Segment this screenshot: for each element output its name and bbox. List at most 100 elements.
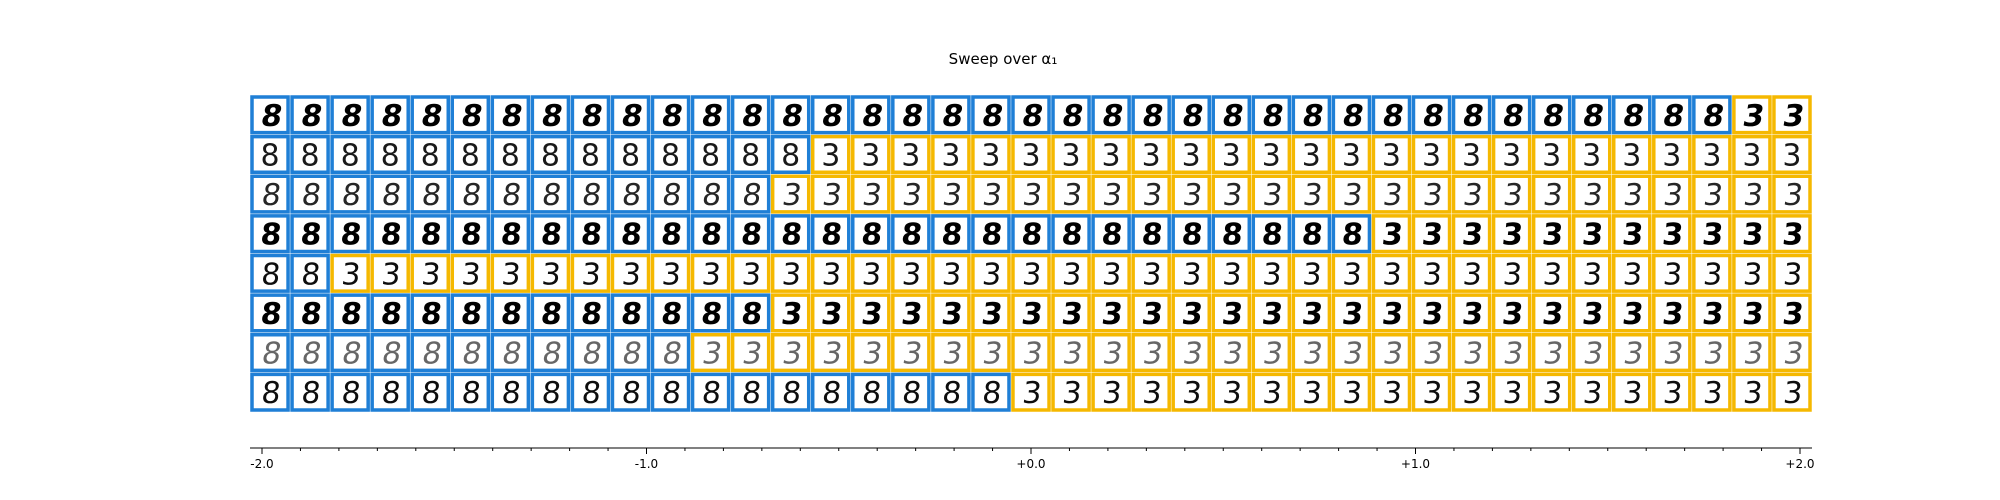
cell-class-a (1331, 214, 1372, 254)
cell-class-a (1211, 95, 1252, 135)
cell-digit: 8 (299, 218, 324, 253)
cell-class-b (1051, 253, 1091, 293)
cell-digit: 3 (1580, 297, 1605, 332)
cell-class-b (1051, 372, 1091, 412)
cell-digit: 3 (1220, 297, 1245, 332)
cell-grid: 8 8 8 8 8 8 8 8 8 8 8 8 8 8 8 8 8 8 8 8 8 8 8 8 8 8 8 8 8 8 8 8 8 8 8 8 8 3 38… (250, 95, 1812, 412)
cell-digit: 3 (1420, 297, 1445, 332)
cell-class-b (1611, 293, 1652, 333)
cell-digit: 3 (1701, 376, 1724, 411)
cell-class-a (410, 174, 451, 214)
cell-class-a (1291, 95, 1332, 135)
cell-class-a (250, 333, 290, 373)
cell-digit: 8 (819, 218, 844, 253)
cell-class-a (1171, 95, 1211, 135)
cell-digit: 8 (459, 218, 484, 253)
cell-class-b (851, 253, 891, 293)
cell-digit: 3 (1100, 178, 1124, 213)
cell-class-a (1091, 95, 1131, 135)
cell-class-b (1692, 293, 1732, 333)
cell-digit: 3 (700, 257, 722, 292)
cell-digit: 3 (1541, 178, 1565, 213)
cell-class-a (530, 174, 571, 214)
cell-class-b (1211, 253, 1252, 293)
cell-digit: 8 (381, 138, 400, 173)
cell-class-b (851, 134, 891, 174)
cell-class-a (851, 214, 891, 254)
cell-class-b (1091, 333, 1131, 373)
cell-class-a (370, 333, 410, 373)
cell-digit: 8 (779, 218, 804, 253)
cell-digit: 8 (620, 376, 643, 411)
cell-class-b (891, 333, 931, 373)
cell-digit: 8 (1100, 218, 1125, 253)
cell-digit: 3 (1620, 218, 1645, 253)
cell-digit: 3 (1500, 297, 1525, 332)
cell-digit: 8 (580, 178, 604, 213)
cell-class-b (730, 333, 771, 373)
cell-class-a (330, 134, 370, 174)
cell-class-a (450, 95, 491, 135)
cell-digit: 3 (1742, 376, 1765, 411)
cell-class-b (570, 253, 611, 293)
cell-class-b (1411, 134, 1452, 174)
cell-class-a (650, 293, 691, 333)
cell-digit: 8 (661, 138, 680, 173)
cell-class-a (290, 333, 330, 373)
cell-class-b (1531, 253, 1572, 293)
cell-digit: 8 (259, 297, 284, 332)
cell-digit: 8 (1220, 218, 1245, 253)
cell-digit: 8 (339, 218, 364, 253)
cell-digit: 3 (1662, 257, 1684, 292)
cell-class-b (1051, 134, 1091, 174)
cell-digit: 3 (420, 257, 442, 292)
cell-digit: 3 (1141, 257, 1163, 292)
cell-class-b (1091, 293, 1131, 333)
cell-digit: 8 (1020, 218, 1045, 253)
x-tick-label: +1.0 (1401, 457, 1430, 471)
cell-digit: 8 (461, 138, 480, 173)
cell-class-b (690, 333, 731, 373)
cell-class-a (891, 372, 931, 412)
cell-digit: 3 (861, 138, 880, 173)
cell-class-a (290, 253, 330, 293)
cell-class-a (530, 372, 571, 412)
cell-class-a (330, 95, 370, 135)
cell-class-b (1331, 134, 1372, 174)
cell-class-b (1131, 253, 1171, 293)
cell-class-a (1451, 95, 1492, 135)
cell-digit: 3 (940, 178, 964, 213)
cell-class-b (730, 253, 771, 293)
cell-digit: 8 (501, 138, 520, 173)
cell-class-a (490, 174, 531, 214)
cell-digit: 3 (1420, 218, 1445, 253)
cell-class-a (770, 134, 811, 174)
cell-digit: 8 (660, 376, 683, 411)
cell-digit: 3 (820, 178, 844, 213)
cell-class-a (931, 372, 971, 412)
cell-class-b (1291, 293, 1332, 333)
cell-class-a (610, 174, 651, 214)
cell-class-a (690, 214, 731, 254)
cell-class-a (290, 95, 330, 135)
cell-class-a (330, 174, 370, 214)
cell-digit: 3 (1622, 138, 1641, 173)
cell-digit: 8 (741, 138, 760, 173)
cell-digit: 3 (1222, 138, 1241, 173)
cell-class-a (690, 372, 731, 412)
cell-digit: 8 (379, 297, 404, 332)
cell-class-b (1652, 134, 1692, 174)
cell-class-a (1611, 95, 1652, 135)
cell-digit: 3 (860, 178, 884, 213)
cell-class-a (690, 174, 731, 214)
cell-class-b (1571, 134, 1612, 174)
cell-class-b (1732, 134, 1772, 174)
cell-digit: 3 (1460, 218, 1485, 253)
cell-digit: 8 (619, 297, 644, 332)
cell-class-b (1772, 253, 1812, 293)
cell-digit: 8 (459, 297, 484, 332)
cell-class-a (1011, 214, 1051, 254)
cell-class-b (1131, 333, 1171, 373)
cell-digit: 8 (499, 218, 524, 253)
